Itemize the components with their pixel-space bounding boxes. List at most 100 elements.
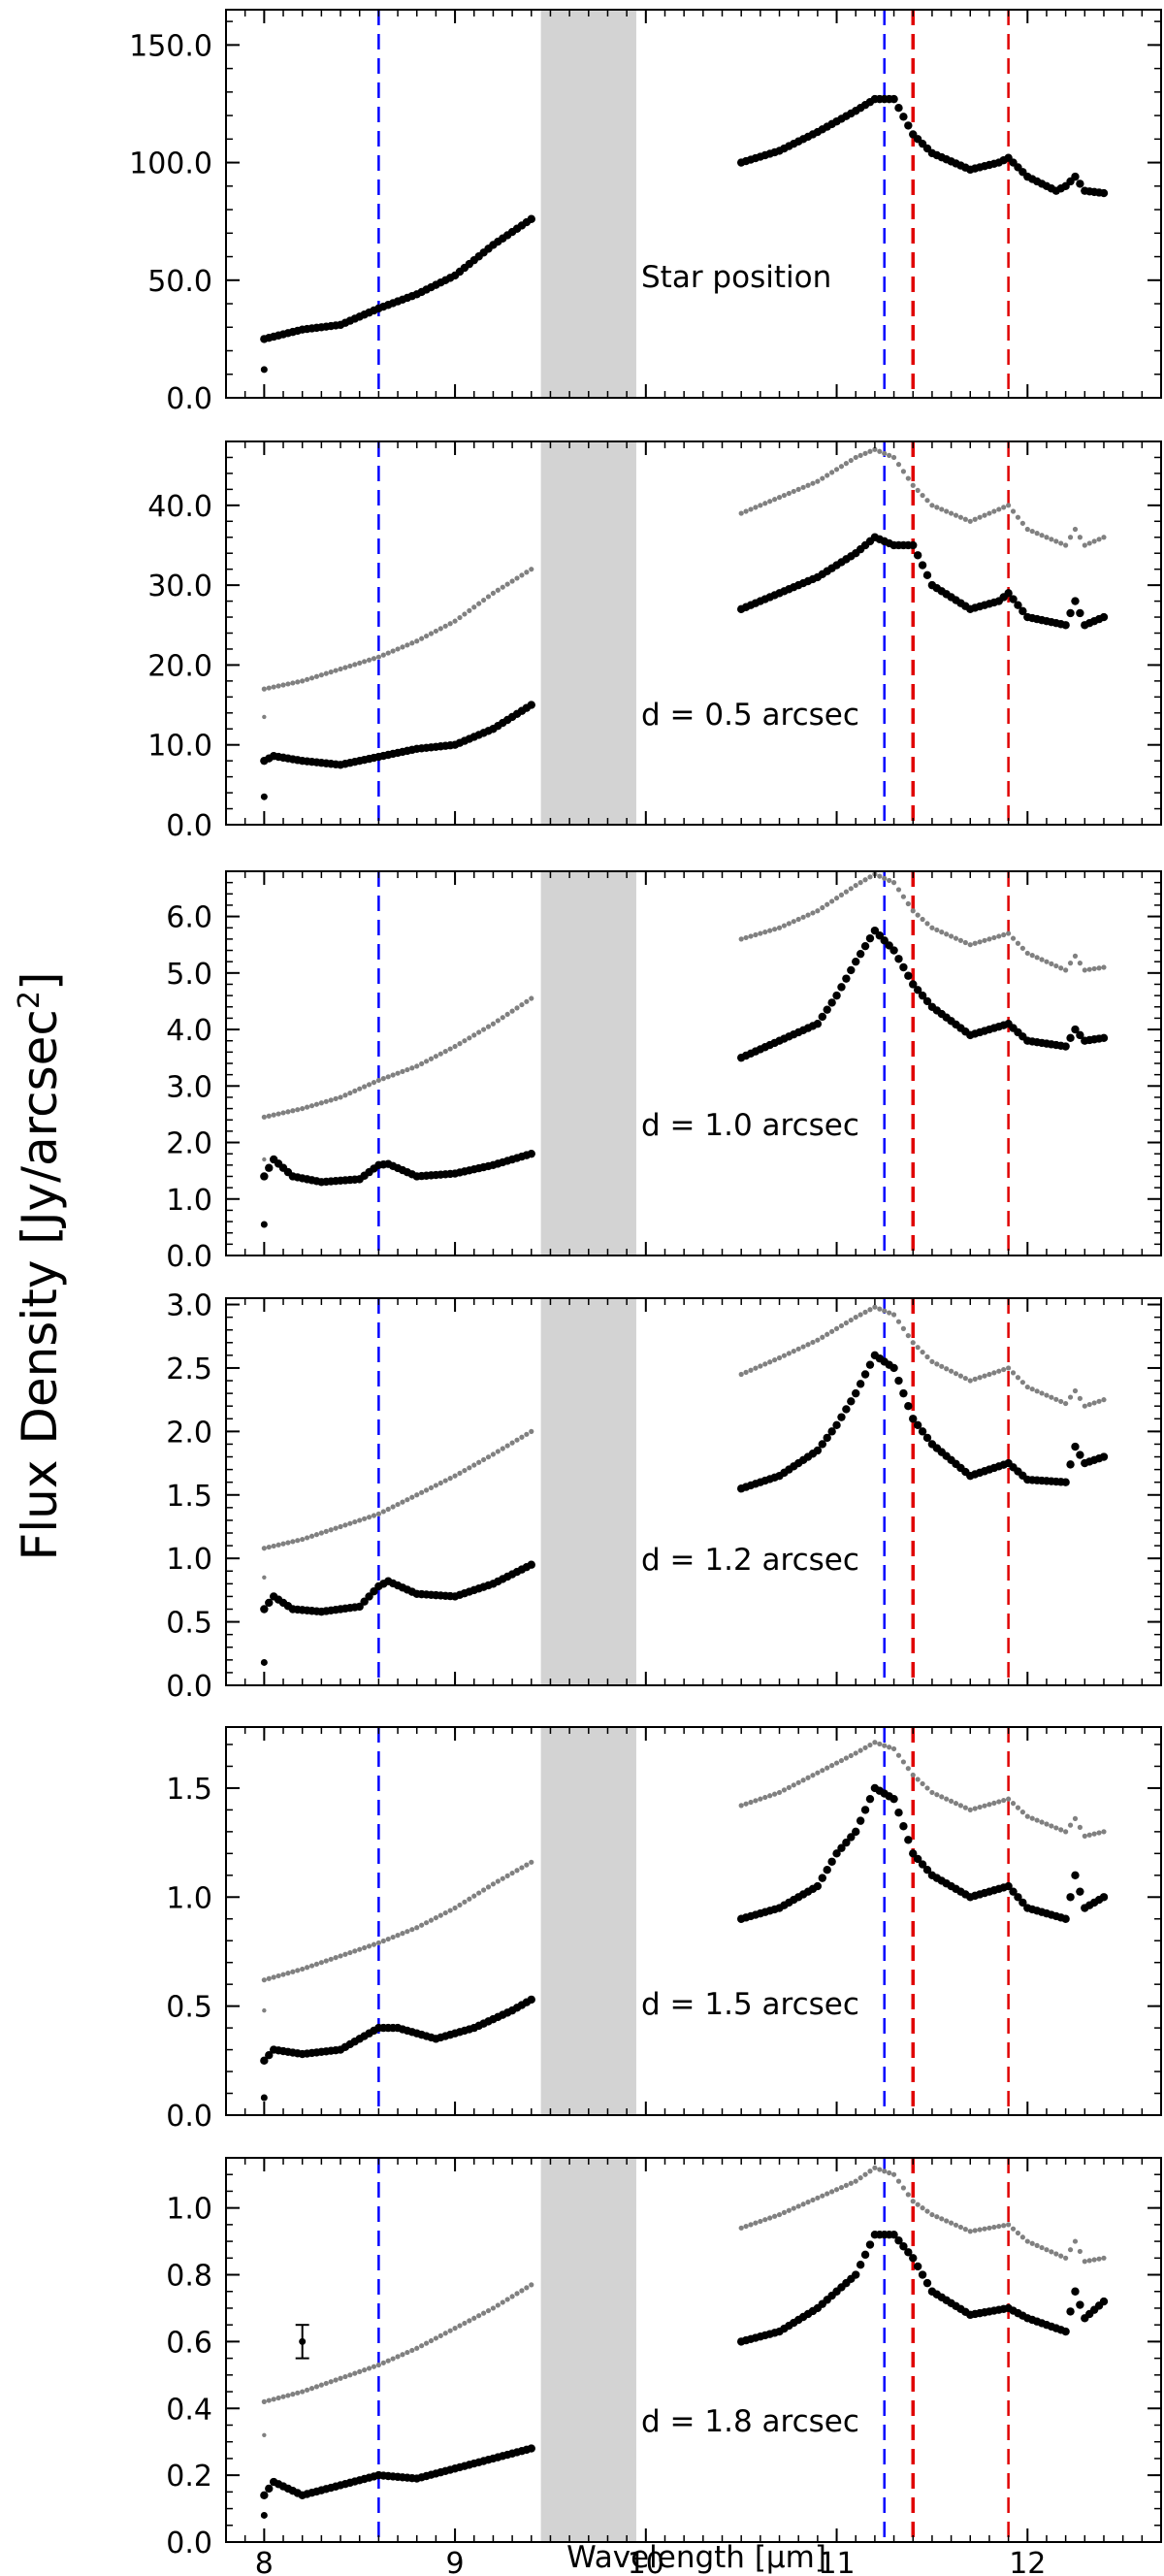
gray-data-point — [524, 2285, 530, 2291]
panel-label: d = 1.8 arcsec — [641, 2404, 859, 2439]
gray-data-point — [414, 1063, 420, 1069]
y-tick-label: 100.0 — [129, 147, 212, 181]
x-tick-label: 11 — [818, 2547, 855, 2576]
gray-data-point — [261, 1977, 267, 1983]
gray-data-point — [1039, 533, 1045, 538]
black-data-point — [865, 1794, 875, 1804]
black-data-point — [856, 2260, 865, 2269]
gray-data-point — [887, 1310, 892, 1316]
gray-data-point — [480, 597, 487, 603]
gray-data-point — [1039, 1819, 1045, 1825]
black-data-point — [1061, 1042, 1070, 1051]
gray-data-point — [1015, 514, 1021, 520]
gray-data-point — [385, 1506, 391, 1513]
gray-data-point — [753, 931, 759, 938]
gray-data-point — [476, 601, 482, 606]
gray-data-point — [1096, 1830, 1102, 1836]
black-data-point — [1071, 597, 1080, 605]
gray-data-point — [400, 1931, 405, 1937]
gray-data-point — [485, 1024, 492, 1029]
gray-data-point — [957, 1373, 964, 1379]
y-axis-label-close: ] — [12, 972, 68, 992]
gray-data-point — [767, 2215, 773, 2221]
black-data-point — [852, 1388, 860, 1398]
gray-data-point — [423, 1059, 430, 1064]
gray-data-point — [1049, 537, 1054, 542]
gray-data-point — [805, 482, 811, 488]
black-data-point — [260, 1172, 269, 1181]
black-data-point — [852, 1827, 860, 1837]
gray-data-point — [1101, 1829, 1107, 1835]
gray-data-point — [323, 2380, 329, 2387]
gray-data-point — [915, 2201, 921, 2207]
gray-data-point — [352, 1948, 358, 1954]
gray-data-point — [795, 486, 801, 492]
gray-outlier-point — [262, 714, 267, 720]
gray-data-point — [1006, 503, 1012, 508]
black-data-point — [1066, 2307, 1075, 2316]
gray-data-point — [867, 448, 873, 454]
gray-data-point — [357, 1946, 363, 1952]
gray-data-point — [748, 506, 754, 512]
gray-data-point — [1072, 526, 1079, 533]
gray-data-point — [1086, 1832, 1092, 1838]
gray-data-point — [485, 594, 492, 600]
gray-data-point — [1029, 528, 1035, 535]
gray-data-point — [890, 1745, 897, 1752]
gray-data-point — [786, 1784, 792, 1790]
gray-data-point — [948, 1798, 954, 1805]
gray-data-point — [762, 1361, 768, 1367]
gray-data-point — [290, 1969, 296, 1974]
gray-data-point — [480, 1027, 487, 1032]
gray-data-point — [895, 887, 902, 893]
black-data-point — [1014, 601, 1022, 609]
gray-data-point — [910, 1340, 916, 1346]
gray-data-point — [905, 900, 911, 907]
black-data-point — [1061, 1478, 1070, 1486]
gray-data-point — [986, 2225, 992, 2231]
gray-data-point — [452, 1905, 458, 1911]
gray-data-point — [924, 2208, 930, 2214]
gray-data-point — [290, 2392, 296, 2397]
gray-data-point — [380, 1076, 386, 1082]
gray-data-point — [776, 2211, 783, 2218]
gray-data-point — [743, 2223, 749, 2230]
black-data-point — [904, 2248, 913, 2257]
black-data-point — [1061, 621, 1070, 630]
gray-data-point — [900, 1759, 907, 1765]
gray-data-point — [738, 510, 744, 516]
gray-data-point — [390, 1072, 396, 1078]
gray-data-point — [529, 995, 534, 1001]
gray-data-point — [1049, 961, 1054, 966]
gray-data-point — [419, 2343, 425, 2349]
gray-data-point — [1039, 957, 1045, 962]
gray-data-point — [939, 929, 945, 935]
gray-data-point — [529, 567, 534, 572]
shaded-gap-region — [540, 10, 636, 398]
gray-data-point — [872, 1304, 878, 1310]
gray-data-point — [313, 2384, 320, 2390]
black-data-point — [842, 1405, 851, 1414]
gray-data-point — [838, 1322, 845, 1329]
gray-data-point — [776, 925, 783, 930]
gray-data-point — [1072, 1815, 1079, 1821]
gray-data-point — [887, 2169, 892, 2176]
black-data-point — [818, 1012, 826, 1022]
gray-data-point — [519, 1434, 525, 1440]
gray-data-point — [890, 454, 897, 461]
gray-data-point — [910, 482, 916, 488]
gray-data-point — [300, 2389, 306, 2395]
gray-data-point — [1049, 2249, 1054, 2255]
gray-data-point — [362, 659, 368, 665]
gray-data-point — [882, 450, 888, 456]
gray-data-point — [1010, 2226, 1017, 2232]
gray-data-point — [1010, 1370, 1017, 1376]
gray-data-point — [404, 1929, 410, 1935]
black-data-point — [860, 1806, 870, 1814]
gray-data-point — [1077, 1824, 1083, 1830]
gray-data-point — [1001, 931, 1007, 938]
gray-data-point — [786, 490, 792, 497]
gray-data-point — [953, 1801, 959, 1807]
gray-data-point — [862, 1309, 868, 1315]
black-data-point — [823, 1005, 831, 1014]
